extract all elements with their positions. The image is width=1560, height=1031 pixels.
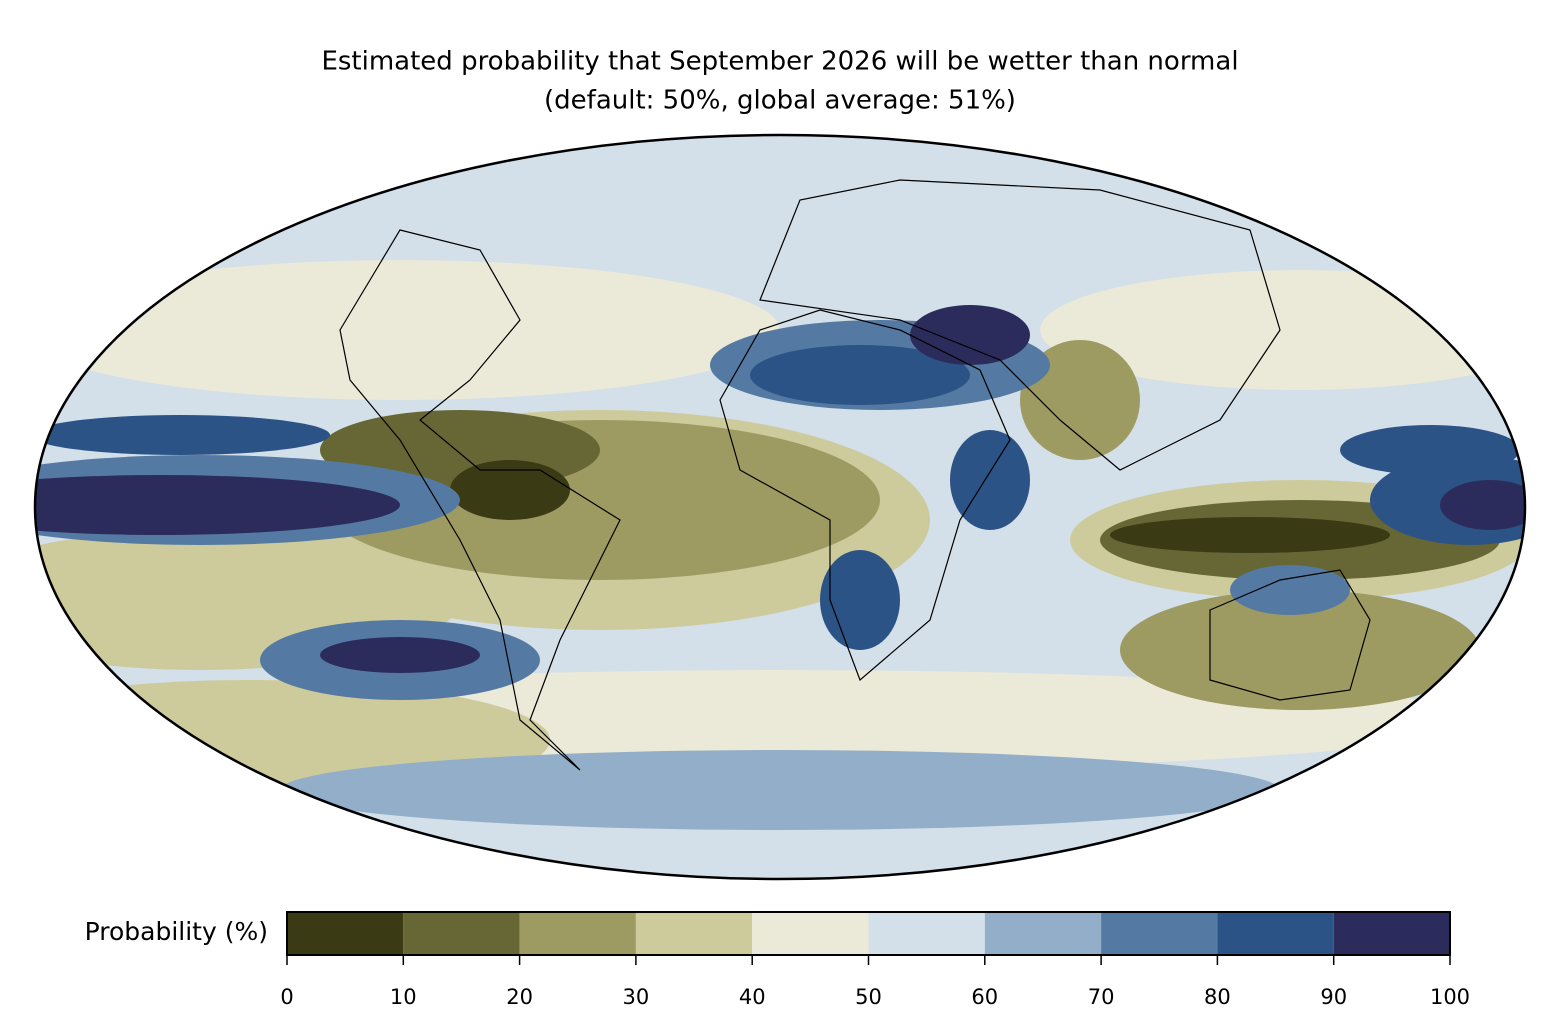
field-region [35, 260, 780, 400]
field-region [1230, 565, 1350, 615]
colorbar-segment [287, 912, 404, 955]
australia-outline [1209, 569, 1371, 701]
americas-outline [339, 229, 621, 771]
field-region [1340, 425, 1520, 475]
colorbar-segment [868, 912, 985, 955]
colorbar-segment [635, 912, 753, 955]
map-subtitle: (default: 50%, global average: 51%) [544, 86, 1016, 116]
colorbar-tick-label: 70 [1088, 985, 1115, 1009]
colorbar-label: Probability (%) [85, 917, 268, 946]
colorbar-tick-label: 60 [971, 985, 998, 1009]
colorbar-segment [1101, 912, 1218, 955]
field-region [910, 305, 1030, 365]
field-region [1110, 517, 1390, 553]
colorbar-tick-label: 10 [390, 985, 417, 1009]
field-region [820, 550, 900, 650]
field-region [35, 475, 400, 535]
colorbar-tick-label: 50 [855, 985, 882, 1009]
colorbar-segment [519, 912, 636, 955]
field-region [750, 345, 970, 405]
colorbar-tick-label: 0 [280, 985, 293, 1009]
colorbar-tick-label: 30 [623, 985, 650, 1009]
probability-field [35, 135, 1525, 879]
field-region [1440, 480, 1525, 530]
eurasia-outline [759, 179, 1281, 471]
field-region [950, 430, 1030, 530]
colorbar-tick-label: 80 [1204, 985, 1231, 1009]
colorbar-tick-label: 40 [739, 985, 766, 1009]
field-region [35, 415, 330, 455]
colorbar-tick-label: 20 [506, 985, 533, 1009]
colorbar-segment [1217, 912, 1334, 955]
field-region [450, 460, 570, 520]
colorbar-segment [752, 912, 869, 955]
colorbar-segment [984, 912, 1102, 955]
colorbar-tick-label: 90 [1320, 985, 1347, 1009]
map-title: Estimated probability that September 202… [321, 47, 1238, 77]
colorbar: 0 10 20 30 40 50 60 70 80 90 100 [280, 911, 1470, 1009]
africa-outline [719, 309, 1011, 682]
field-region [280, 750, 1280, 830]
colorbar-segment [403, 912, 520, 955]
colorbar-tick-label: 100 [1430, 985, 1470, 1009]
field-region [1020, 340, 1140, 460]
colorbar-segment [1333, 912, 1450, 955]
globe-border [33, 133, 1527, 881]
field-region [320, 637, 480, 673]
